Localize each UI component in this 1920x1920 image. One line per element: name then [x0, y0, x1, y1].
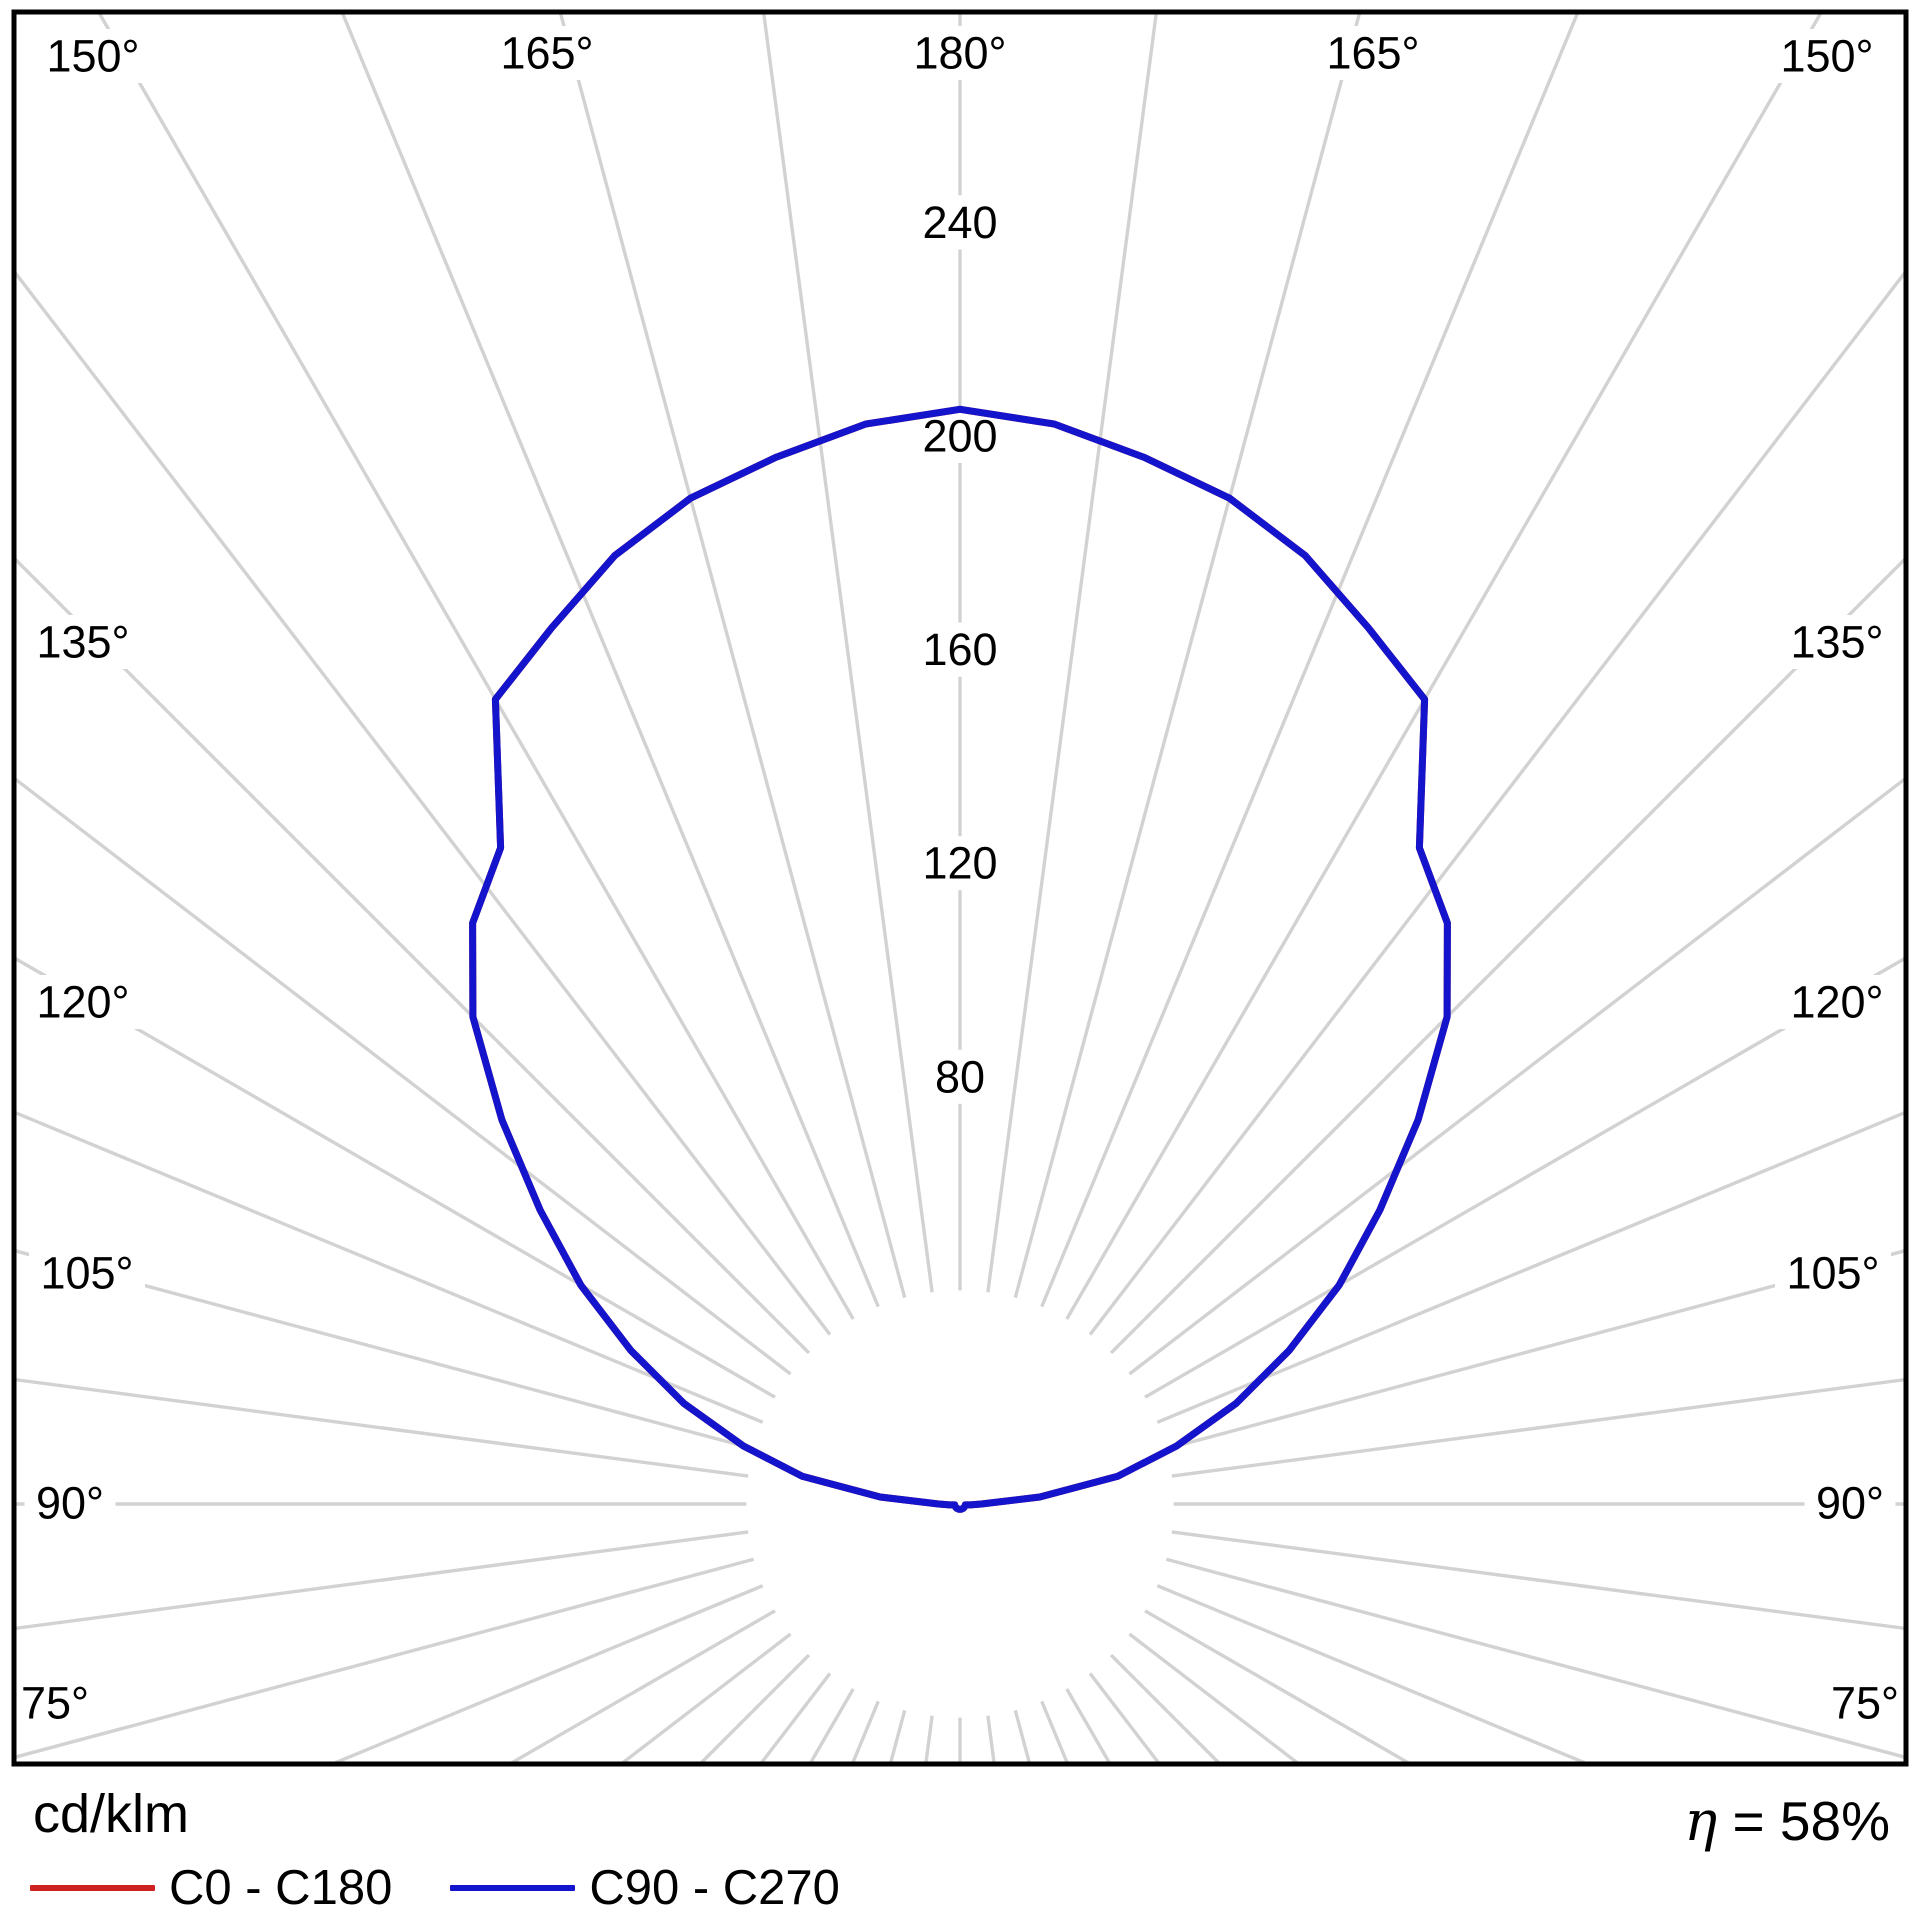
legend-label-c90-c270: C90 - C270 — [589, 1861, 840, 1915]
angle-label-120deg-bg — [25, 975, 141, 1029]
polar-spoke — [1040, 14, 1579, 1308]
polar-spoke — [1171, 1530, 1904, 1630]
polar-spoke — [16, 1557, 755, 1759]
angle-label-150deg: 150° — [46, 31, 139, 82]
angle-label-165deg: 165° — [1326, 28, 1419, 79]
units-label: cd/klm — [33, 1784, 190, 1844]
polar-spoke — [1013, 14, 1361, 1299]
angle-label-165deg-bg — [1315, 26, 1431, 80]
angle-label-135deg-bg — [1779, 615, 1895, 669]
polar-spoke — [98, 14, 855, 1320]
eta-value: = 58% — [1717, 1790, 1891, 1852]
polar-spoke — [1171, 1378, 1904, 1478]
angle-label-90deg: 90° — [1816, 1478, 1884, 1529]
polar-spoke — [559, 14, 907, 1299]
angle-label-135deg-bg — [25, 615, 141, 669]
polar-spoke — [1128, 777, 1904, 1376]
polar-spoke — [986, 1715, 996, 1762]
legend: C0 - C180 C90 - C270 — [30, 1861, 840, 1915]
angle-label-105deg: 105° — [1786, 1248, 1879, 1299]
angle-label-90deg-bg — [1804, 1476, 1896, 1530]
polar-spoke — [986, 14, 1158, 1293]
angle-label-75deg: 75° — [1831, 1678, 1899, 1729]
polar-spoke — [762, 14, 934, 1293]
polar-spoke — [1156, 1584, 1587, 1762]
angle-label-150deg-bg — [35, 29, 151, 83]
radial-tick-80-bg — [927, 1049, 993, 1104]
radial-tick-240: 240 — [922, 197, 997, 248]
polar-spoke — [341, 14, 880, 1308]
polar-spoke — [16, 1530, 749, 1630]
polar-spoke — [1088, 271, 1904, 1336]
polar-spoke — [1109, 1653, 1220, 1762]
legend-line-c90-c270 — [450, 1885, 576, 1891]
polar-spoke — [1065, 14, 1822, 1320]
axis-labels: 80 120 160 200 240 180° 165° 165° 150° 150° 135° 13… — [9, 26, 1911, 1730]
polar-spoke — [16, 1111, 764, 1424]
polar-spoke — [1109, 558, 1904, 1355]
angle-label-150deg: 150° — [1780, 31, 1873, 82]
angle-label-75deg-bg — [1819, 1676, 1911, 1730]
polar-spoke — [16, 777, 792, 1376]
angle-label-75deg: 75° — [21, 1678, 89, 1729]
angle-label-90deg: 90° — [36, 1478, 104, 1529]
polar-spoke — [16, 271, 832, 1336]
polar-spoke — [510, 1609, 776, 1762]
angle-label-120deg: 120° — [1790, 977, 1883, 1028]
polar-spoke — [1144, 1609, 1410, 1762]
polar-spoke — [1165, 1249, 1904, 1451]
angle-label-135deg: 135° — [1790, 617, 1883, 668]
radial-tick-200-bg — [914, 409, 1006, 463]
polar-spoke — [16, 1378, 749, 1478]
legend-label-c0-c180: C0 - C180 — [169, 1861, 393, 1915]
curve-C90-C270 — [469, 405, 1451, 1513]
polar-spoke — [1128, 1632, 1299, 1762]
angle-label-120deg: 120° — [36, 977, 129, 1028]
radial-tick-160-bg — [914, 622, 1006, 677]
radial-tick-160: 160 — [922, 624, 997, 675]
efficiency-label: η = 58% — [1684, 1792, 1890, 1850]
polar-spoke — [1013, 1709, 1031, 1762]
polar-spoke — [1040, 1700, 1069, 1762]
angle-label-135deg: 135° — [36, 617, 129, 668]
angle-label-90deg-bg — [24, 1476, 116, 1530]
polar-spoke — [1165, 1557, 1904, 1759]
legend-line-c0-c180 — [30, 1885, 155, 1891]
angle-label-105deg-bg — [1775, 1246, 1891, 1300]
polar-spoke — [16, 558, 811, 1355]
plot-frame — [11, 9, 1909, 1767]
eta-symbol: η — [1684, 1789, 1718, 1853]
angle-label-150deg-bg — [1769, 29, 1885, 83]
radial-tick-200: 200 — [922, 411, 997, 462]
radial-tick-80: 80 — [935, 1051, 985, 1102]
polar-spoke — [16, 1249, 755, 1451]
radial-tick-120-bg — [914, 836, 1006, 891]
angle-label-105deg: 105° — [40, 1248, 133, 1299]
radial-tick-120: 120 — [922, 838, 997, 889]
radial-tick-240-bg — [914, 195, 1006, 250]
angle-label-75deg-bg — [9, 1676, 101, 1730]
angle-label-120deg-bg — [1779, 975, 1895, 1029]
polar-spoke — [333, 1584, 764, 1762]
angle-label-165deg: 165° — [500, 28, 593, 79]
angle-label-165deg-bg — [489, 26, 605, 80]
angle-label-105deg-bg — [29, 1246, 145, 1300]
angle-label-180deg: 180° — [913, 28, 1006, 79]
angle-label-180deg-bg — [902, 26, 1018, 80]
polar-spoke — [1156, 1111, 1904, 1424]
